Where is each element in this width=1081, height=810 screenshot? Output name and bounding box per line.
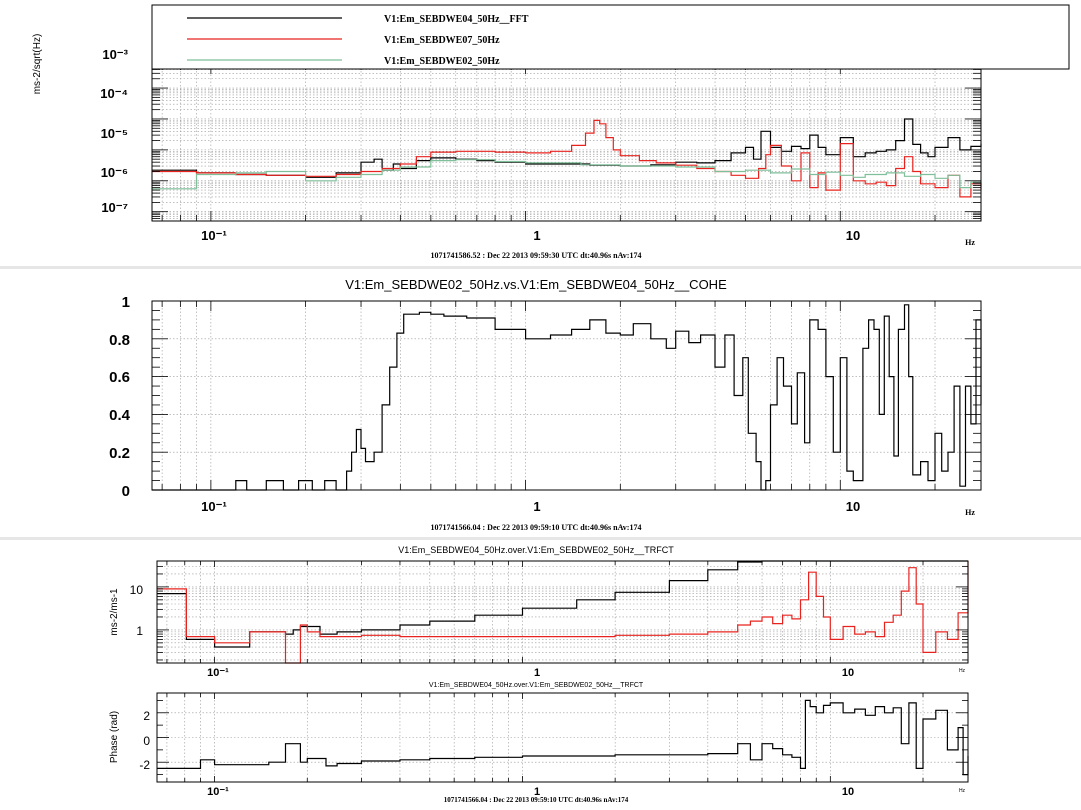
transfer-y-tick-label: 1 (136, 624, 143, 638)
phase-footer: 1071741566.04 : Dec 22 2013 09:59:10 UTC… (444, 796, 629, 804)
coherence-title: V1:Em_SEBDWE02_50Hz.vs.V1:Em_SEBDWE04_50… (345, 277, 727, 292)
phase-panel: Phase (rad) -2 0 2 10⁻¹ 1 10 Hz 10717415… (109, 692, 969, 804)
coherence-y-tick-label: 0.8 (109, 332, 130, 349)
spectrum-x-tick-label: 10⁻¹ (201, 228, 227, 243)
series-line-0-1 (152, 119, 982, 198)
phase-frame (156, 692, 969, 783)
transfer-x-axis-label: Hz (959, 668, 966, 674)
phase-x-tick-label: 1 (534, 786, 540, 798)
legend-label-fft: V1:Em_SEBDWE04_50Hz__FFT (384, 14, 529, 25)
coherence-y-tick-labels: 0 0.2 0.4 0.6 0.8 1 (109, 294, 131, 500)
transfer-x-tick-label: 10⁻¹ (207, 667, 229, 679)
spectrum-y-tick-label: 10⁻⁷ (101, 200, 128, 215)
phase-x-axis-label: Hz (959, 788, 966, 794)
phase-x-tick-label: 10⁻¹ (207, 786, 229, 798)
series-line-3-0 (157, 699, 969, 776)
phase-y-tick-label: 0 (143, 734, 150, 748)
spectrum-panel: ms-2/sqrt(Hz) 10⁻⁷ 10⁻⁶ 10⁻⁵ 10⁻⁴ 10⁻³ 1… (32, 4, 1070, 260)
coherence-y-tick-label: 0.2 (109, 445, 130, 462)
legend-label-we07: V1:Em_SEBDWE07_50Hz (384, 35, 500, 46)
spectrum-legend: V1:Em_SEBDWE04_50Hz__FFT V1:Em_SEBDWE07_… (151, 4, 1070, 70)
phase-y-axis-label: Phase (rad) (109, 711, 120, 763)
spectrum-x-tick-label: 10 (846, 228, 860, 243)
transfer-axis-ticks (157, 560, 968, 663)
coherence-x-tick-label: 1 (533, 499, 540, 514)
coherence-y-tick-label: 1 (122, 294, 130, 311)
coherence-frame (151, 300, 982, 491)
coherence-y-tick-label: 0.6 (109, 369, 130, 386)
coherence-x-axis-label: Hz (965, 508, 975, 517)
spectrum-grid (152, 63, 981, 222)
spectrum-y-axis-label: ms-2/sqrt(Hz) (32, 34, 43, 95)
coherence-axis-ticks (152, 300, 981, 491)
spectrum-y-tick-label: 10⁻³ (102, 47, 128, 62)
phase-x-tick-label: 10 (842, 786, 854, 798)
phase-series-group (157, 699, 969, 776)
legend-label-we02: V1:Em_SEBDWE02_50Hz (384, 56, 500, 67)
spectrum-footer: 1071741586.52 : Dec 22 2013 09:59:30 UTC… (431, 251, 642, 260)
transfer-title: V1:Em_SEBDWE04_50Hz.over.V1:Em_SEBDWE02_… (398, 545, 674, 555)
coherence-series-group (152, 304, 982, 491)
transfer-footer: V1:Em_SEBDWE04_50Hz.over.V1:Em_SEBDWE02_… (429, 682, 644, 689)
coherence-x-tick-label: 10 (846, 499, 860, 514)
coherence-y-tick-label: 0.4 (109, 407, 131, 424)
spectrum-y-tick-label: 10⁻⁴ (100, 86, 128, 101)
phase-axis-ticks (157, 693, 968, 782)
panel-divider (0, 537, 1081, 540)
transfer-y-axis-label: ms-2/ms-1 (109, 588, 120, 636)
spectrum-y-tick-label: 10⁻⁵ (101, 126, 128, 141)
transfer-y-tick-label: 10 (130, 583, 144, 597)
phase-y-tick-label: -2 (139, 758, 150, 772)
spectrum-series-group (152, 118, 982, 198)
panel-divider (0, 266, 1081, 269)
coherence-footer: 1071741566.04 : Dec 22 2013 09:59:10 UTC… (431, 523, 642, 532)
spectrum-x-tick-labels: 10⁻¹ 1 10 (201, 228, 860, 243)
spectrum-x-tick-label: 1 (533, 228, 540, 243)
series-line-1-0 (152, 304, 982, 491)
series-line-2-1 (157, 561, 969, 664)
spectrum-y-tick-labels: 10⁻⁷ 10⁻⁶ 10⁻⁵ 10⁻⁴ 10⁻³ (100, 47, 128, 215)
series-line-0-2 (152, 159, 982, 190)
transfer-x-tick-label: 1 (534, 667, 540, 679)
transfer-grid (157, 560, 968, 663)
coherence-x-tick-label: 10⁻¹ (201, 499, 227, 514)
legend-box (151, 4, 1070, 70)
transfer-magnitude-panel: V1:Em_SEBDWE04_50Hz.over.V1:Em_SEBDWE02_… (109, 545, 969, 689)
spectrum-y-tick-label: 10⁻⁶ (101, 165, 128, 180)
transfer-x-tick-label: 10 (842, 667, 854, 679)
coherence-y-tick-label: 0 (122, 483, 130, 500)
coherence-x-tick-labels: 10⁻¹ 1 10 (201, 499, 860, 514)
transfer-frame (156, 560, 969, 664)
coherence-panel: V1:Em_SEBDWE02_50Hz.vs.V1:Em_SEBDWE04_50… (109, 277, 982, 532)
spectrum-x-axis-label: Hz (965, 238, 975, 247)
phase-y-tick-label: 2 (143, 709, 150, 723)
